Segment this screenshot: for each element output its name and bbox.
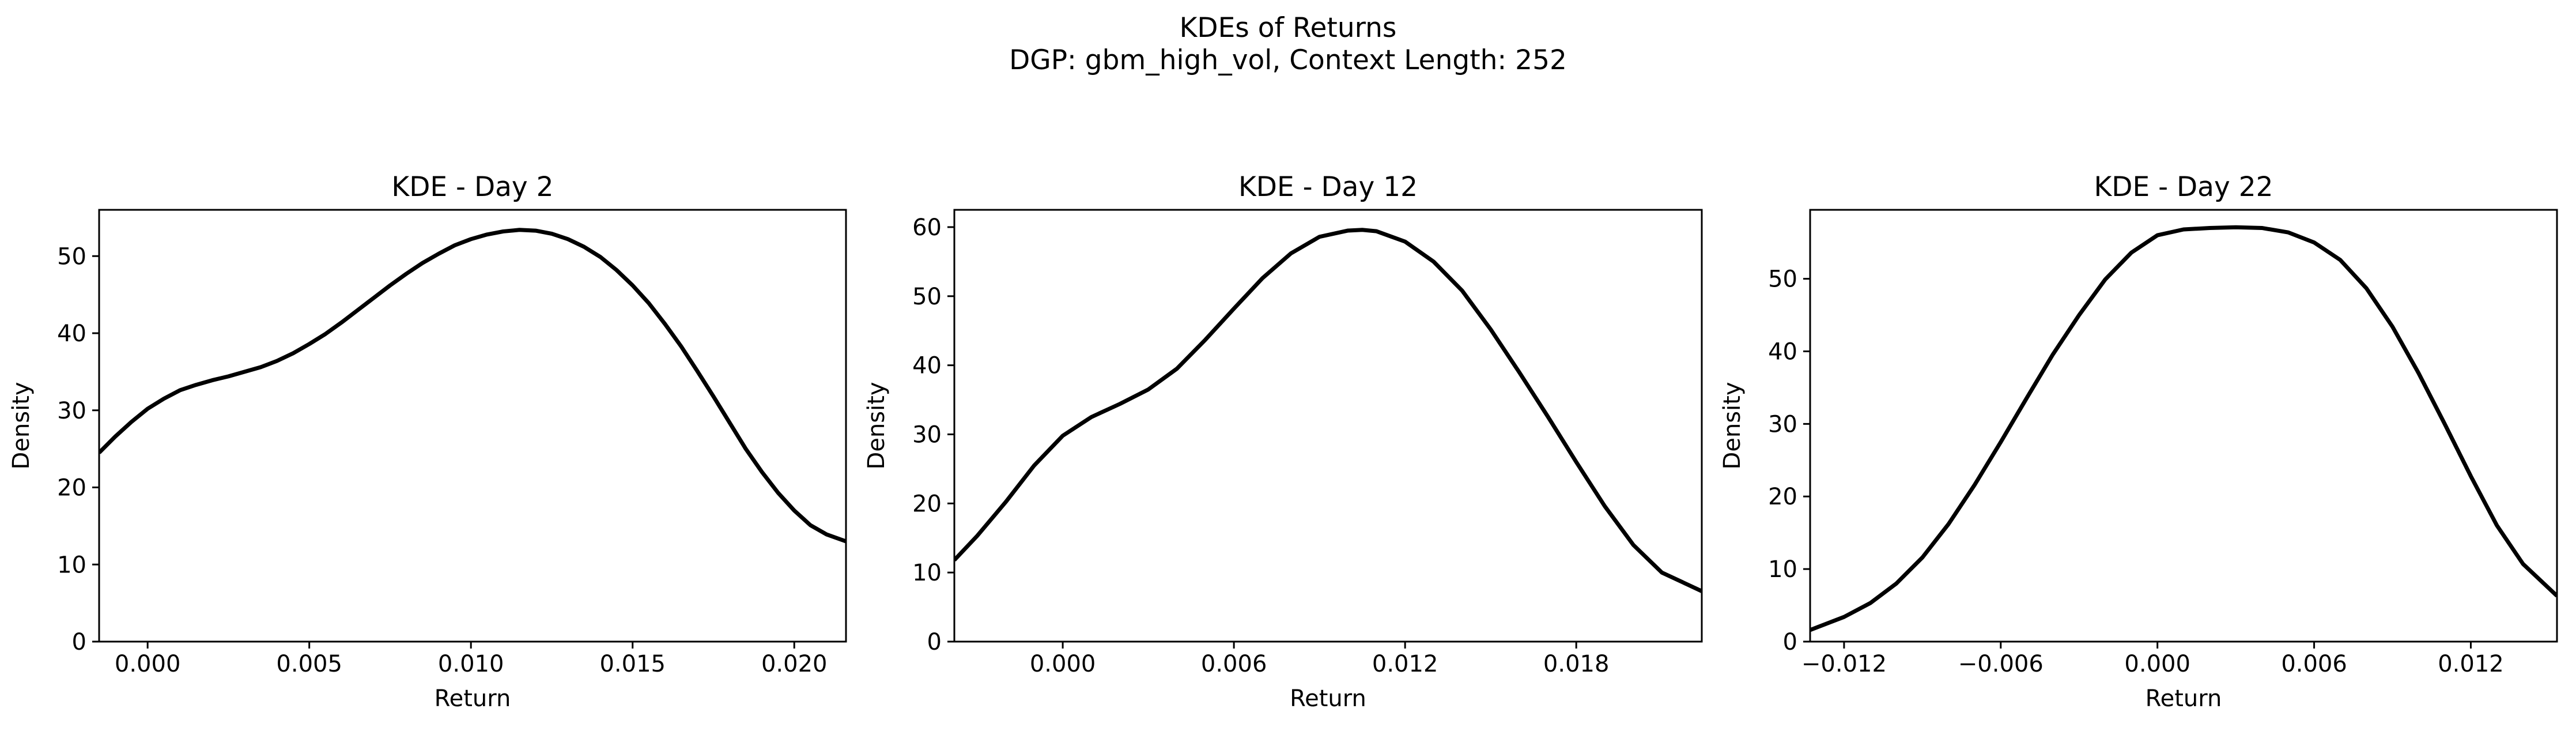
x-tick-label: 0.018 [1543, 651, 1610, 677]
x-tick-label: 0.010 [438, 651, 504, 677]
x-tick-label: 0.006 [1201, 651, 1267, 677]
y-tick-label: 20 [1768, 484, 1797, 510]
x-tick-label: 0.000 [2124, 651, 2190, 677]
y-tick-label: 30 [57, 398, 86, 424]
y-tick-label: 10 [912, 560, 942, 586]
y-axis-label: Density [1719, 382, 1746, 469]
y-tick-label: 50 [57, 243, 86, 270]
axes-frame [953, 209, 1703, 643]
y-tick-label: 20 [57, 475, 86, 502]
kde-day-2-panel: 0.000 0.005 0.010 0.015 0.020 0 10 20 30 40 50 KDE … [8, 171, 847, 712]
y-tick-label: 40 [912, 353, 942, 379]
figure-title: KDEs of Returns [1180, 12, 1397, 44]
x-tick-label: 0.000 [1030, 651, 1096, 677]
y-tick-label: 10 [1768, 556, 1797, 583]
kde-curve [1810, 225, 2557, 632]
kde-day-22-panel: −0.012 −0.006 0.000 0.006 0.012 0 10 20 30 40 50 KD… [1719, 171, 2558, 712]
y-axis-label: Density [863, 382, 890, 469]
y-tick-label: 20 [912, 491, 942, 517]
y-tick-label: 30 [912, 421, 942, 448]
x-tick-label: 0.005 [276, 651, 342, 677]
x-tick-label: 0.020 [761, 651, 828, 677]
y-tick-label: 40 [1768, 338, 1797, 365]
x-axis-label: Return [435, 685, 511, 712]
axes-frame [98, 209, 847, 643]
kde-curve [99, 228, 846, 544]
y-tick-label: 40 [57, 321, 86, 347]
y-tick-label: 50 [912, 284, 942, 310]
y-tick-label: 10 [57, 552, 86, 578]
y-tick-label: 60 [912, 214, 942, 241]
x-tick-label: 0.015 [599, 651, 666, 677]
x-tick-label: −0.012 [1801, 651, 1887, 677]
y-tick-label: 50 [1768, 266, 1797, 293]
figure-subtitle: DGP: gbm_high_vol, Context Length: 252 [1009, 44, 1567, 76]
panel-title: KDE - Day 2 [391, 171, 553, 203]
y-tick-label: 0 [927, 629, 942, 655]
kde-curve [954, 228, 1702, 593]
x-tick-label: 0.012 [2438, 651, 2504, 677]
panel-title: KDE - Day 12 [1238, 171, 1418, 203]
x-axis-label: Return [2146, 685, 2222, 712]
y-tick-label: 0 [1783, 629, 1797, 655]
x-tick-label: 0.012 [1372, 651, 1438, 677]
x-tick-label: 0.000 [115, 651, 181, 677]
x-tick-label: 0.006 [2281, 651, 2347, 677]
panel-title: KDE - Day 22 [2094, 171, 2273, 203]
y-tick-label: 30 [1768, 411, 1797, 438]
x-tick-label: −0.006 [1958, 651, 2044, 677]
x-axis-label: Return [1290, 685, 1366, 712]
axes-frame [1809, 209, 2558, 643]
y-tick-label: 0 [72, 629, 86, 655]
y-axis-label: Density [8, 382, 35, 469]
kde-day-12-panel: 0.000 0.006 0.012 0.018 0 10 20 30 40 50 60 KDE - D… [863, 171, 1703, 712]
